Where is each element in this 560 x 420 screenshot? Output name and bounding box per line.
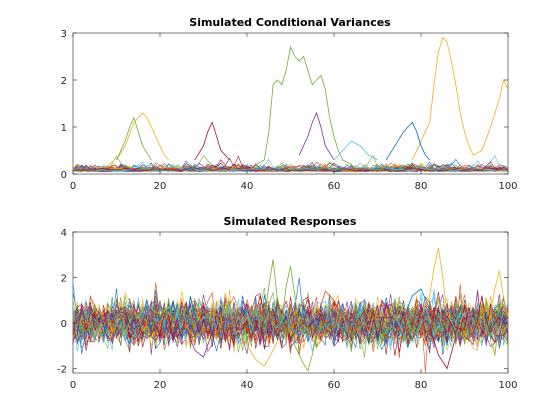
variances-x-tick-label: 100 [498, 181, 517, 192]
variances-background-path [72, 164, 508, 173]
responses-background-path [72, 296, 509, 352]
variances-axes: Simulated Conditional Variances 0 20 40 60 8… [61, 16, 518, 192]
responses-y-tick-label: 0 [61, 319, 67, 330]
variances-y-tick-label: 1 [61, 123, 67, 134]
responses-series-line [420, 247, 457, 330]
variances-series-line [116, 112, 169, 161]
responses-series-line [185, 327, 213, 358]
variances-series-line [116, 116, 152, 161]
variances-ticks: 0 20 40 60 80 100 0 1 2 3 [61, 29, 518, 192]
responses-y-tick-label: 4 [61, 228, 67, 239]
variances-lines [72, 36, 509, 173]
responses-series-line [281, 266, 300, 328]
responses-background-path [72, 290, 509, 351]
variances-plot-area [72, 32, 509, 175]
variances-series-line [385, 121, 430, 161]
variances-background-path [72, 163, 509, 172]
responses-background-path [72, 291, 509, 353]
responses-x-tick-label: 60 [328, 380, 341, 391]
variances-title: Simulated Conditional Variances [189, 16, 391, 29]
responses-series-line [237, 329, 283, 367]
variances-x-tick-label: 60 [328, 181, 341, 192]
responses-series-line [490, 270, 509, 317]
responses-x-tick-label: 20 [154, 380, 167, 391]
responses-background-path [72, 301, 509, 347]
variances-y-tick-label: 2 [61, 76, 67, 87]
responses-series-line [264, 259, 283, 324]
variances-series-line [194, 121, 230, 161]
responses-x-tick-label: 80 [415, 380, 428, 391]
variances-x-tick-label: 0 [70, 181, 76, 192]
responses-x-tick-label: 100 [498, 380, 517, 391]
responses-series-line [316, 290, 344, 319]
responses-series-line [290, 331, 317, 372]
variances-y-tick-label: 3 [61, 29, 67, 40]
responses-x-tick-label: 40 [241, 380, 254, 391]
responses-background-path [72, 300, 509, 343]
responses-y-tick-label: -2 [57, 364, 67, 375]
responses-background-path [72, 300, 509, 352]
responses-lines [72, 247, 509, 374]
responses-y-tick-label: 2 [61, 273, 67, 284]
responses-series-line [429, 327, 457, 370]
variances-x-tick-label: 20 [154, 181, 167, 192]
responses-x-tick-label: 0 [70, 380, 76, 391]
variances-series-line [333, 140, 378, 161]
variances-y-tick-label: 0 [61, 170, 67, 181]
variances-series-line [255, 45, 352, 165]
variances-x-tick-label: 40 [241, 181, 254, 192]
variances-background-path [72, 163, 509, 172]
variances-series-line [411, 36, 509, 161]
responses-title: Simulated Responses [224, 215, 357, 228]
responses-series-line [403, 288, 431, 319]
variances-x-tick-label: 80 [415, 181, 428, 192]
variances-series-line [298, 111, 335, 161]
